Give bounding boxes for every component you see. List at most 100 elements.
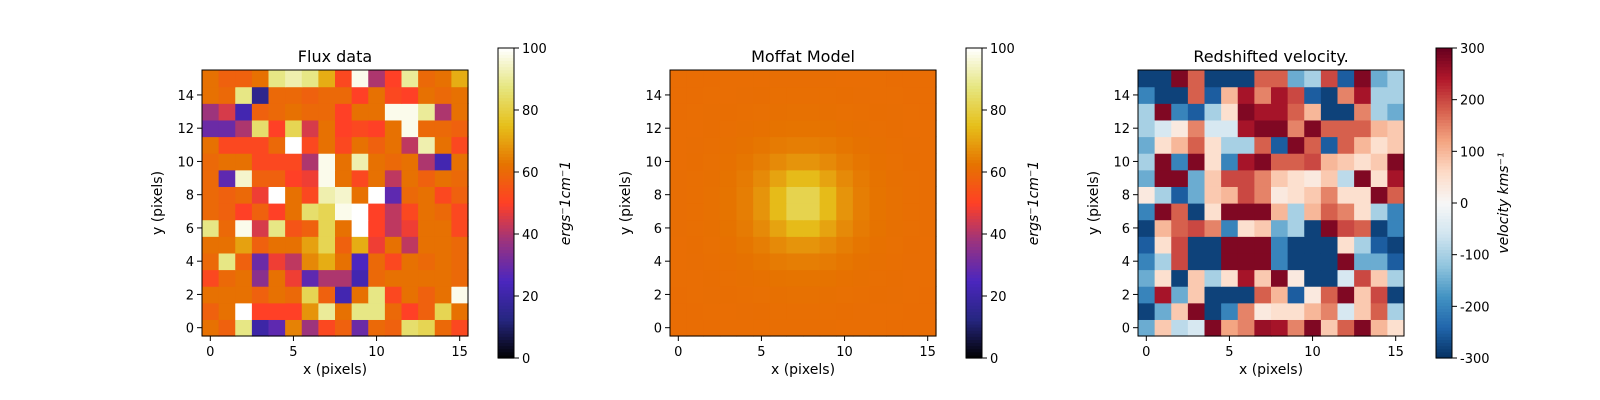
heatmap-cell: [1354, 169, 1372, 187]
colorbar-frame: [497, 47, 515, 359]
colorbar-segment: [1436, 119, 1452, 123]
heatmap-cell: [1354, 86, 1372, 104]
heatmap-cell: [919, 302, 937, 320]
heatmap-cell: [202, 236, 220, 254]
colorbar-segment: [1436, 97, 1452, 102]
heatmap-cell: [902, 236, 920, 254]
heatmap-cell: [301, 269, 319, 287]
heatmap-cell: [719, 136, 738, 154]
heatmap-cell: [235, 319, 253, 337]
colorbar-segment: [498, 181, 514, 185]
heatmap-cell: [434, 86, 452, 104]
heatmap-cell: [1154, 70, 1172, 88]
colorbar-segment: [498, 141, 514, 145]
heatmap-cell: [769, 319, 787, 337]
heatmap-cell: [852, 302, 871, 320]
heatmap-cell: [1221, 319, 1239, 337]
heatmap-cell: [919, 153, 937, 171]
heatmap-cell: [1138, 236, 1156, 254]
colorbar-segment: [1436, 268, 1452, 272]
heatmap-cell: [1387, 236, 1405, 254]
heatmap-cell: [251, 203, 270, 221]
colorbar-segment: [966, 258, 982, 263]
heatmap-cell: [335, 269, 353, 287]
colorbar-segment: [1436, 252, 1452, 257]
heatmap-cell: [301, 203, 319, 221]
colorbar-segment: [966, 54, 982, 58]
colorbar-segment: [498, 323, 514, 328]
heatmap-cell: [1138, 219, 1156, 237]
heatmap-cell: [1337, 70, 1355, 88]
heatmap-cell: [836, 119, 854, 138]
heatmap-cell: [218, 70, 236, 88]
heatmap-cell: [1271, 169, 1289, 187]
colorbar-segment: [966, 243, 982, 247]
heatmap-cell: [451, 319, 469, 337]
heatmap-cell: [235, 186, 253, 204]
colorbar-segment: [498, 271, 514, 275]
heatmap-cell: [1138, 119, 1156, 138]
heatmap-cell: [1171, 319, 1189, 337]
colorbar-segment: [498, 110, 514, 114]
heatmap-cell: [670, 186, 688, 204]
heatmap-cell: [368, 136, 386, 154]
heatmap-cell: [418, 86, 436, 104]
heatmap-cell: [803, 169, 821, 187]
heatmap-cell: [384, 153, 403, 171]
colorbar-segment: [498, 252, 514, 257]
colorbar-segment: [1436, 60, 1452, 65]
heatmap-cell: [803, 269, 821, 287]
x-tick-label: 15: [451, 345, 468, 360]
colorbar-segment: [966, 103, 982, 108]
heatmap-cell: [401, 119, 419, 138]
heatmap-cell: [218, 302, 236, 320]
heatmap-cell: [686, 203, 704, 221]
heatmap-cell: [1287, 203, 1305, 221]
colorbar-segment: [966, 218, 982, 223]
colorbar-segment: [498, 308, 514, 313]
colorbar-segment: [1436, 196, 1452, 201]
heatmap-cell: [819, 153, 837, 171]
heatmap-cell: [1320, 169, 1339, 187]
colorbar-segment: [966, 147, 982, 151]
heatmap-cell: [886, 70, 904, 88]
heatmap-cell: [753, 103, 771, 121]
heatmap-cell: [1287, 269, 1305, 287]
colorbar-tick-label: 80: [990, 104, 1007, 119]
heatmap-cell: [235, 219, 253, 237]
heatmap-cell: [1370, 153, 1388, 171]
colorbar-segment: [498, 113, 514, 117]
heatmap-cell: [451, 219, 469, 237]
heatmap-cell: [335, 302, 353, 320]
colorbar-segment: [498, 72, 514, 77]
colorbar-segment: [1436, 85, 1452, 89]
heatmap-cell: [902, 136, 920, 154]
heatmap-cell: [268, 103, 286, 121]
heatmap-cell: [919, 319, 937, 337]
colorbar-segment: [498, 330, 514, 334]
colorbar-segment: [966, 305, 982, 309]
heatmap-cell: [919, 136, 937, 154]
heatmap-cell: [719, 186, 738, 204]
heatmap-cell: [318, 119, 336, 138]
heatmap-cell: [886, 203, 904, 221]
heatmap-cell: [335, 186, 353, 204]
colorbar-tick-label: 0: [522, 352, 530, 367]
heatmap-cell: [1271, 119, 1289, 138]
heatmap-cell: [401, 103, 419, 121]
heatmap-cell: [1171, 252, 1189, 271]
heatmap-cell: [1187, 269, 1206, 287]
heatmap-cell: [401, 186, 419, 204]
y-tick-label: 10: [645, 155, 662, 170]
heatmap-cell: [285, 319, 303, 337]
colorbar-segment: [498, 97, 514, 102]
heatmap-cell: [1370, 286, 1388, 304]
colorbar-segment: [498, 75, 514, 80]
colorbar: 0 20 40 60 80 100 ergs⁻1cm⁻1: [497, 42, 574, 367]
heatmap-cell: [368, 286, 386, 304]
heatmap-cells: [1138, 70, 1405, 337]
heatmap-cell: [434, 103, 452, 121]
heatmap-cell: [268, 252, 286, 271]
colorbar-segment: [966, 286, 982, 291]
colorbar-segment: [966, 327, 982, 331]
